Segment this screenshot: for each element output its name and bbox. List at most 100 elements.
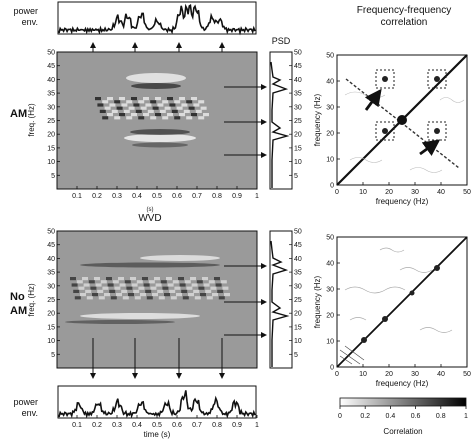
bottom-power-env-frame [57, 385, 257, 419]
psd-tick-label: 15 [294, 145, 302, 152]
psd-tick-label: 25 [294, 118, 302, 125]
freq-tick-label: 35 [47, 270, 55, 277]
bottom-ff-ylabel: frequency (Hz) [313, 275, 322, 328]
top-psd-ticks: 5 10 15 20 25 30 35 40 45 50 [289, 50, 302, 180]
top-ff-yticks: 0 10 20 30 40 50 [326, 53, 340, 190]
time-tick-label: 0.3 [112, 422, 122, 429]
bottom-freq-axis-label: freq. (Hz) [27, 283, 36, 317]
bottom-power-env-label-2: env. [22, 408, 38, 418]
top-psd-frame [269, 51, 293, 190]
time-tick-label: 0.6 [172, 193, 182, 200]
bottom-psd-trace [270, 240, 290, 367]
bottom-ff-xticks: 0 10 20 30 40 50 [335, 364, 471, 378]
bottom-psd-arrows [224, 263, 267, 338]
time-tick-label: 0.4 [132, 422, 142, 429]
ff-ytick-label: 40 [326, 261, 334, 268]
top-power-env-frame [57, 1, 257, 35]
time-tick-label: 0.5 [152, 422, 162, 429]
colorbar-tick-label: 0 [338, 413, 342, 420]
ff-xtick-label: 20 [385, 189, 393, 196]
ff-xtick-label: 50 [463, 189, 471, 196]
top-power-env-label-2: env. [22, 17, 38, 27]
psd-tick-label: 10 [294, 159, 302, 166]
ff-ytick-label: 30 [326, 105, 334, 112]
time-tick-label: 0.5 [152, 193, 162, 200]
psd-tick-label: 20 [294, 311, 302, 318]
time-tick-label: 0.8 [212, 422, 222, 429]
top-freq-ticks: 5 10 15 20 25 30 35 40 45 50 [47, 50, 60, 180]
freq-tick-label: 30 [47, 283, 55, 290]
colorbar-tick-label: 0.8 [436, 413, 446, 420]
ff-ytick-label: 40 [326, 79, 334, 86]
bottom-ff-xlabel: frequency (Hz) [376, 379, 429, 388]
time-tick-label: 0.7 [192, 193, 202, 200]
bottom-power-env-label-1: power [13, 397, 38, 407]
freq-tick-label: 20 [47, 132, 55, 139]
colorbar-tick-label: 0.6 [411, 413, 421, 420]
psd-tick-label: 35 [294, 91, 302, 98]
psd-tick-label: 25 [294, 297, 302, 304]
ff-xtick-label: 10 [359, 371, 367, 378]
ff-ytick-label: 50 [326, 235, 334, 242]
time-tick-label: 0.1 [72, 193, 82, 200]
psd-label: PSD [272, 36, 291, 46]
ff-xtick-label: 40 [437, 189, 445, 196]
ff-xtick-label: 40 [437, 371, 445, 378]
top-power-env-trace [58, 3, 256, 36]
top-time-ticks: 0.1 0.2 0.3 0.4 0.5 0.6 0.7 0.8 0.9 1 [72, 186, 259, 200]
ff-ytick-label: 0 [330, 183, 334, 190]
freq-tick-label: 20 [47, 311, 55, 318]
bottom-wvd-patterns [65, 255, 230, 324]
time-tick-label: 0.9 [232, 422, 242, 429]
ff-ytick-label: 30 [326, 287, 334, 294]
bottom-time-ticks: 0.1 0.2 0.3 0.4 0.5 0.6 0.7 0.8 0.9 1 [72, 415, 259, 429]
bottom-time-axis-label: time (s) [144, 430, 171, 439]
time-tick-label: 0.8 [212, 193, 222, 200]
ff-ytick-label: 10 [326, 339, 334, 346]
top-wvd-map [56, 51, 258, 190]
colorbar [339, 397, 467, 407]
freq-tick-label: 40 [47, 256, 55, 263]
ff-title-1: Frequency-frequency [357, 5, 452, 16]
psd-tick-label: 40 [294, 256, 302, 263]
freq-tick-label: 5 [51, 173, 55, 180]
freq-tick-label: 5 [51, 352, 55, 359]
colorbar-label: Correlation [383, 427, 422, 436]
time-tick-label: 0.6 [172, 422, 182, 429]
psd-tick-label: 50 [294, 50, 302, 57]
ff-xtick-label: 0 [335, 189, 339, 196]
freq-tick-label: 10 [47, 338, 55, 345]
wvd-label: WVD [138, 213, 161, 224]
colorbar-tick-label: 0.4 [386, 413, 396, 420]
psd-tick-label: 30 [294, 104, 302, 111]
freq-tick-label: 15 [47, 324, 55, 331]
psd-tick-label: 35 [294, 270, 302, 277]
psd-tick-label: 5 [294, 352, 298, 359]
no-am-label-1: No [10, 291, 25, 303]
ff-xtick-label: 20 [385, 371, 393, 378]
psd-tick-label: 20 [294, 132, 302, 139]
colorbar-ticks: 0 0.2 0.4 0.6 0.8 1 [338, 406, 468, 420]
colorbar-tick-label: 0.2 [360, 413, 370, 420]
bottom-ff-patterns [336, 236, 468, 368]
ff-xtick-label: 0 [335, 371, 339, 378]
ff-xtick-label: 30 [411, 371, 419, 378]
bottom-env-arrows [90, 338, 225, 379]
ff-ytick-label: 10 [326, 157, 334, 164]
time-tick-label: 1 [255, 422, 259, 429]
time-tick-label: 0.3 [112, 193, 122, 200]
top-psd-trace [270, 61, 290, 188]
freq-tick-label: 35 [47, 91, 55, 98]
top-ff-ylabel: frequency (Hz) [313, 93, 322, 146]
freq-tick-label: 50 [47, 229, 55, 236]
freq-tick-label: 50 [47, 50, 55, 57]
bottom-freq-ticks: 5 10 15 20 25 30 35 40 45 50 [47, 229, 60, 359]
psd-tick-label: 30 [294, 283, 302, 290]
top-ff-xlabel: frequency (Hz) [376, 197, 429, 206]
freq-tick-label: 40 [47, 77, 55, 84]
top-power-env-label-1: power [13, 6, 38, 16]
freq-tick-label: 30 [47, 104, 55, 111]
ff-xtick-label: 10 [359, 189, 367, 196]
ff-xtick-label: 30 [411, 189, 419, 196]
